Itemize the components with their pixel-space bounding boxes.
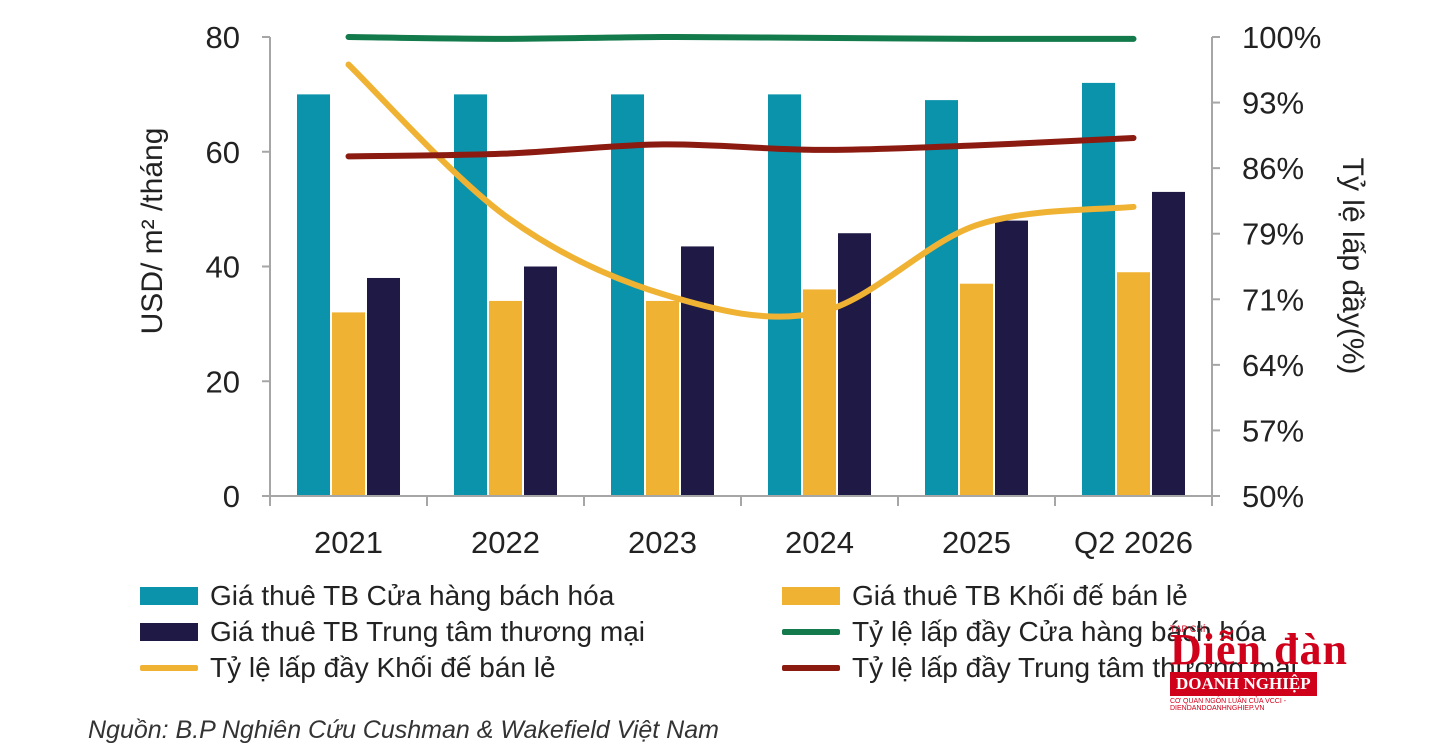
bar-1-2 bbox=[646, 300, 679, 496]
legend-item-bar-0: Giá thuê TB Cửa hàng bách hóa bbox=[140, 580, 614, 612]
bar-1-5 bbox=[1117, 272, 1150, 496]
legend-swatch bbox=[782, 665, 840, 671]
bar-2-1 bbox=[524, 266, 557, 496]
bar-1-1 bbox=[489, 300, 522, 496]
bar-1-4 bbox=[960, 283, 993, 496]
x-tick-label: 2021 bbox=[314, 525, 383, 560]
x-tick-label: 2023 bbox=[628, 525, 697, 560]
bar-0-3 bbox=[768, 94, 801, 496]
combo-chart: 0 20 40 60 80 50% 57% 64% 71% 79% 86% 93% 100% 2021 20… bbox=[136, 20, 1369, 560]
publisher-logo: TẠP CHÍ Diễn đàn DOANH NGHIỆP CƠ QUAN NG… bbox=[1170, 624, 1370, 714]
line-series-2 bbox=[345, 134, 1137, 160]
y-tick-label-right: 64% bbox=[1242, 348, 1304, 383]
logo-title: Diễn đàn bbox=[1170, 625, 1348, 674]
y-tick-label-right: 93% bbox=[1242, 86, 1304, 121]
bar-2-0 bbox=[367, 277, 400, 496]
legend-label: Giá thuê TB Cửa hàng bách hóa bbox=[210, 580, 615, 611]
logo-tag: TẠP CHÍ bbox=[1170, 624, 1206, 634]
bar-2-4 bbox=[995, 220, 1028, 496]
y-tick-label-left: 80 bbox=[206, 20, 240, 55]
y-tick-label-right: 100% bbox=[1242, 20, 1321, 55]
legend-swatch bbox=[140, 623, 198, 641]
line-series-0 bbox=[345, 33, 1137, 42]
y-tick-label-left: 0 bbox=[223, 479, 240, 514]
logo-band: DOANH NGHIỆP bbox=[1170, 672, 1317, 696]
y-tick-label-right: 57% bbox=[1242, 413, 1304, 448]
y-tick-label-left: 60 bbox=[206, 135, 240, 170]
bar-1-3 bbox=[803, 289, 836, 496]
x-tick-label: 2025 bbox=[942, 525, 1011, 560]
bar-0-5 bbox=[1082, 82, 1115, 497]
bar-0-0 bbox=[297, 94, 330, 496]
y-tick-label-right: 71% bbox=[1242, 282, 1304, 317]
bar-0-1 bbox=[454, 94, 487, 496]
x-tick-label: 2024 bbox=[785, 525, 854, 560]
legend-item-line-1: Tỷ lệ lấp đầy Khối đế bán lẻ bbox=[140, 652, 556, 684]
x-tick-label: 2022 bbox=[471, 525, 540, 560]
legend-swatch bbox=[782, 629, 840, 635]
bar-0-4 bbox=[925, 100, 958, 497]
legend-label: Tỷ lệ lấp đầy Cửa hàng bách hóa bbox=[852, 616, 1267, 647]
legend-swatch bbox=[782, 587, 840, 605]
legend-swatch bbox=[140, 587, 198, 605]
bar-2-5 bbox=[1152, 191, 1185, 496]
y-axis-right-title: Tỷ lệ lấp đầy(%) bbox=[1336, 158, 1369, 375]
y-tick-label-left: 40 bbox=[206, 250, 240, 285]
bar-1-0 bbox=[332, 312, 365, 496]
legend-label: Tỷ lệ lấp đầy Khối đế bán lẻ bbox=[210, 652, 556, 683]
legend-label: Giá thuê TB Trung tâm thương mại bbox=[210, 616, 646, 647]
bar-0-2 bbox=[611, 94, 644, 496]
line-series-1 bbox=[345, 61, 1137, 320]
legend-item-line-0: Tỷ lệ lấp đầy Cửa hàng bách hóa bbox=[782, 616, 1266, 648]
legend-swatch bbox=[140, 665, 198, 671]
bar-2-3 bbox=[838, 233, 871, 496]
y-tick-label-right: 79% bbox=[1242, 217, 1304, 252]
legend-item-bar-1: Giá thuê TB Khối đế bán lẻ bbox=[782, 580, 1188, 612]
y-tick-label-left: 20 bbox=[206, 364, 240, 399]
legend-label: Giá thuê TB Khối đế bán lẻ bbox=[852, 580, 1188, 611]
bar-2-2 bbox=[681, 246, 714, 496]
y-axis-left-title: USD/ m² /tháng bbox=[136, 128, 169, 335]
legend-item-bar-2: Giá thuê TB Trung tâm thương mại bbox=[140, 616, 645, 648]
y-tick-label-right: 50% bbox=[1242, 479, 1304, 514]
y-tick-label-right: 86% bbox=[1242, 151, 1304, 186]
source-note: Nguồn: B.P Nghiên Cứu Cushman & Wakefiel… bbox=[88, 716, 719, 744]
logo-subtitle: CƠ QUAN NGÔN LUẬN CỦA VCCI - DIENDANDOAN… bbox=[1170, 698, 1287, 712]
x-tick-label: Q2 2026 bbox=[1074, 525, 1193, 560]
